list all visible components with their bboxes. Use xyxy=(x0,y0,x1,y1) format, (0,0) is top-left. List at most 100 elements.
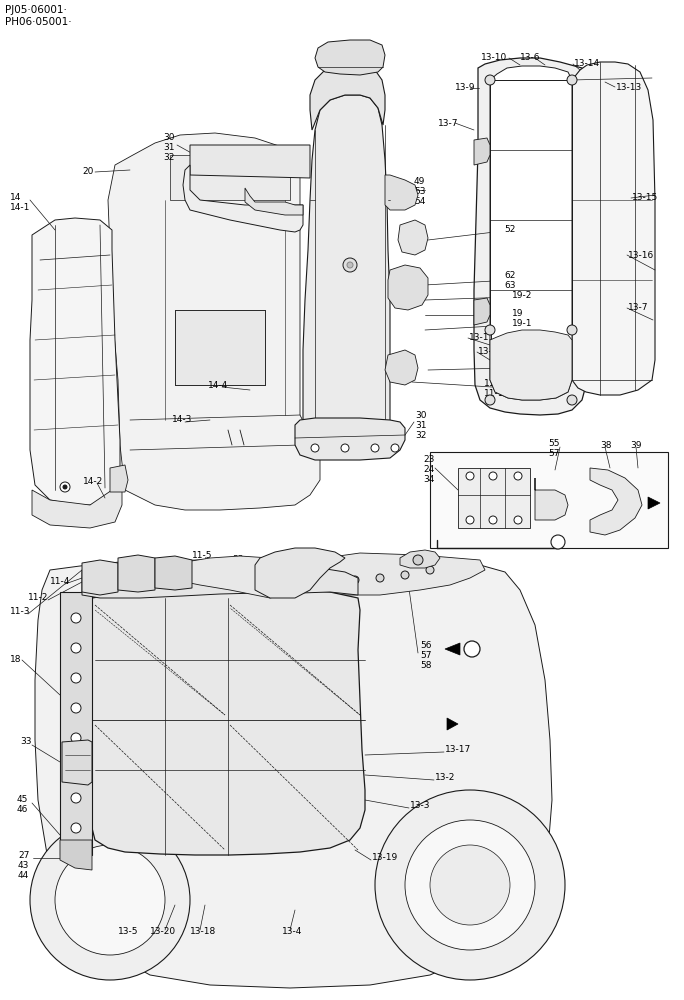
Text: 11-1: 11-1 xyxy=(484,389,505,398)
Polygon shape xyxy=(82,565,358,598)
Text: 13-9: 13-9 xyxy=(455,84,475,93)
Text: 11-5: 11-5 xyxy=(192,550,213,560)
Polygon shape xyxy=(474,138,490,165)
Polygon shape xyxy=(310,553,485,595)
Text: 13-4: 13-4 xyxy=(282,928,302,936)
Polygon shape xyxy=(315,40,385,75)
Text: 13-20: 13-20 xyxy=(150,928,176,936)
Text: 53: 53 xyxy=(500,365,512,374)
Text: 43: 43 xyxy=(18,860,29,869)
Circle shape xyxy=(567,395,577,405)
Circle shape xyxy=(514,472,522,480)
Text: 63: 63 xyxy=(504,282,516,290)
Text: 53: 53 xyxy=(414,188,425,196)
Text: 49: 49 xyxy=(500,356,512,364)
Text: 49: 49 xyxy=(414,178,425,186)
Text: 58: 58 xyxy=(420,660,432,670)
Circle shape xyxy=(351,576,359,584)
Polygon shape xyxy=(62,740,92,785)
Text: 23: 23 xyxy=(423,456,434,464)
Polygon shape xyxy=(190,145,310,178)
Circle shape xyxy=(71,793,81,803)
Circle shape xyxy=(71,733,81,743)
Text: 20: 20 xyxy=(82,167,94,176)
Polygon shape xyxy=(32,485,122,528)
Text: 62: 62 xyxy=(504,271,515,280)
Text: 14-3: 14-3 xyxy=(172,416,192,424)
Polygon shape xyxy=(30,218,120,505)
Circle shape xyxy=(71,673,81,683)
Polygon shape xyxy=(245,188,303,215)
Text: 39: 39 xyxy=(630,440,642,450)
Circle shape xyxy=(489,516,497,524)
Circle shape xyxy=(567,325,577,335)
Circle shape xyxy=(311,444,319,452)
Circle shape xyxy=(71,763,81,773)
Text: 54: 54 xyxy=(500,375,512,384)
Polygon shape xyxy=(648,497,660,509)
Text: 13-6: 13-6 xyxy=(520,52,540,62)
Circle shape xyxy=(55,845,165,955)
Circle shape xyxy=(71,643,81,653)
Text: 13-19: 13-19 xyxy=(372,854,398,862)
Text: 45: 45 xyxy=(17,796,28,804)
Text: 11-4: 11-4 xyxy=(50,578,70,586)
Text: 56: 56 xyxy=(420,641,432,650)
Polygon shape xyxy=(490,330,572,400)
Text: 19: 19 xyxy=(512,310,523,318)
Circle shape xyxy=(71,823,81,833)
Text: 13-10: 13-10 xyxy=(481,52,508,62)
Text: 13-17: 13-17 xyxy=(445,746,471,754)
Circle shape xyxy=(71,613,81,623)
Circle shape xyxy=(551,535,565,549)
Text: 14-2: 14-2 xyxy=(83,478,103,487)
Text: 13-21: 13-21 xyxy=(518,360,544,369)
Polygon shape xyxy=(385,350,418,385)
Text: 13-7: 13-7 xyxy=(628,304,648,312)
Polygon shape xyxy=(398,220,428,255)
Polygon shape xyxy=(170,155,290,200)
Text: 13-8: 13-8 xyxy=(494,347,514,356)
Polygon shape xyxy=(458,468,530,528)
Text: 32: 32 xyxy=(163,153,174,162)
Text: PH06·05001·: PH06·05001· xyxy=(5,17,72,27)
Circle shape xyxy=(376,574,384,582)
Text: 55: 55 xyxy=(548,438,560,448)
Text: 14: 14 xyxy=(10,194,21,202)
Polygon shape xyxy=(118,555,155,592)
Text: 19-1: 19-1 xyxy=(512,320,533,328)
Circle shape xyxy=(405,820,535,950)
Text: 30: 30 xyxy=(415,410,427,420)
Text: 13-2: 13-2 xyxy=(435,774,456,782)
Circle shape xyxy=(60,482,70,492)
Text: PJ05·06001·: PJ05·06001· xyxy=(5,5,67,15)
Text: 33: 33 xyxy=(232,556,244,564)
Text: C: C xyxy=(469,645,475,654)
Circle shape xyxy=(326,574,334,582)
Polygon shape xyxy=(388,265,428,310)
Text: 11: 11 xyxy=(484,379,495,388)
Text: 67: 67 xyxy=(273,554,285,562)
Polygon shape xyxy=(490,66,572,400)
Circle shape xyxy=(30,820,190,980)
Polygon shape xyxy=(110,465,128,492)
Polygon shape xyxy=(108,133,320,510)
Polygon shape xyxy=(430,452,668,548)
Polygon shape xyxy=(590,468,642,535)
Text: 11-3: 11-3 xyxy=(10,607,31,616)
Text: 13: 13 xyxy=(350,64,362,73)
Text: 13-1: 13-1 xyxy=(350,74,371,83)
Polygon shape xyxy=(88,588,365,855)
Text: 30: 30 xyxy=(163,133,174,142)
Text: 46: 46 xyxy=(17,806,28,814)
Polygon shape xyxy=(295,418,405,460)
Circle shape xyxy=(485,75,495,85)
Polygon shape xyxy=(82,560,118,595)
Text: 33: 33 xyxy=(20,738,31,746)
Circle shape xyxy=(485,395,495,405)
Text: 32: 32 xyxy=(415,430,426,440)
Polygon shape xyxy=(400,550,440,568)
Text: 31: 31 xyxy=(163,143,174,152)
Circle shape xyxy=(401,571,409,579)
Text: 24: 24 xyxy=(423,466,434,475)
